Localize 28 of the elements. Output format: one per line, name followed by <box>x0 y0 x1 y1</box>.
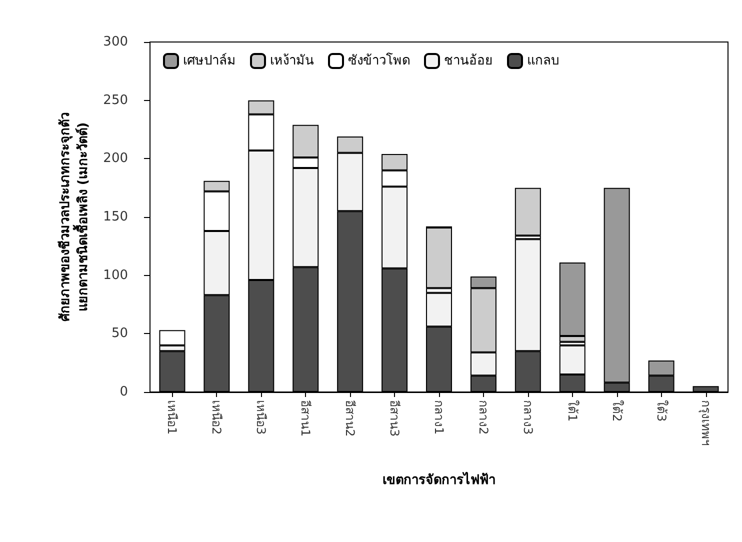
x-tick-label: กลาง3 <box>520 400 535 435</box>
x-tick-label: ใต้2 <box>610 400 624 422</box>
y-tick-label: 250 <box>103 92 128 108</box>
x-tick-label: ใต้3 <box>654 400 668 422</box>
legend-label: แกลบ <box>527 54 559 68</box>
legend-label: เศษปาล์ม <box>183 52 236 68</box>
x-tick-label: เหนือ3 <box>254 400 268 435</box>
y-tick-label: 300 <box>103 34 128 50</box>
x-tick-label: อีสาน2 <box>343 400 358 437</box>
legend-label: ชานอ้อย <box>444 54 493 68</box>
y-tick-label: 200 <box>103 151 128 166</box>
y-tick-label: 50 <box>111 326 128 342</box>
x-tick-label: เหนือ2 <box>210 400 224 435</box>
y-tick-label: 0 <box>120 384 128 400</box>
legend-label: เหง้ามัน <box>270 54 314 68</box>
x-axis-title: เขตการจัดการไฟฟ้า <box>382 471 496 488</box>
bar <box>514 188 541 236</box>
x-tick-label: อีสาน3 <box>388 400 402 437</box>
x-tick-label: อีสาน1 <box>298 400 313 437</box>
x-tick-label: เหนือ1 <box>165 400 180 435</box>
x-tick-label: กรุงเทพฯ <box>698 400 713 446</box>
y-axis-title: ศักยภาพของชีวมวลประเภทกระจุกตัว แยกตามชนิดเชื้อเพลิง (เมกะวัตต์) <box>56 112 91 322</box>
x-tick-label: ใต้1 <box>565 400 580 422</box>
y-tick-label: 150 <box>103 210 128 224</box>
x-tick-label: กลาง1 <box>432 400 446 435</box>
y-tick-label: 100 <box>103 268 128 283</box>
x-tick-label: กลาง2 <box>476 400 490 435</box>
legend-label: ซังข้าวโพด <box>348 52 410 68</box>
